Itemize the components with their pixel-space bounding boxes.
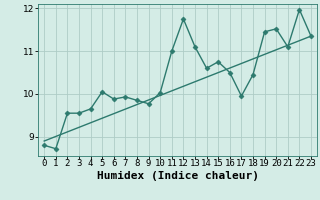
- X-axis label: Humidex (Indice chaleur): Humidex (Indice chaleur): [97, 171, 259, 181]
